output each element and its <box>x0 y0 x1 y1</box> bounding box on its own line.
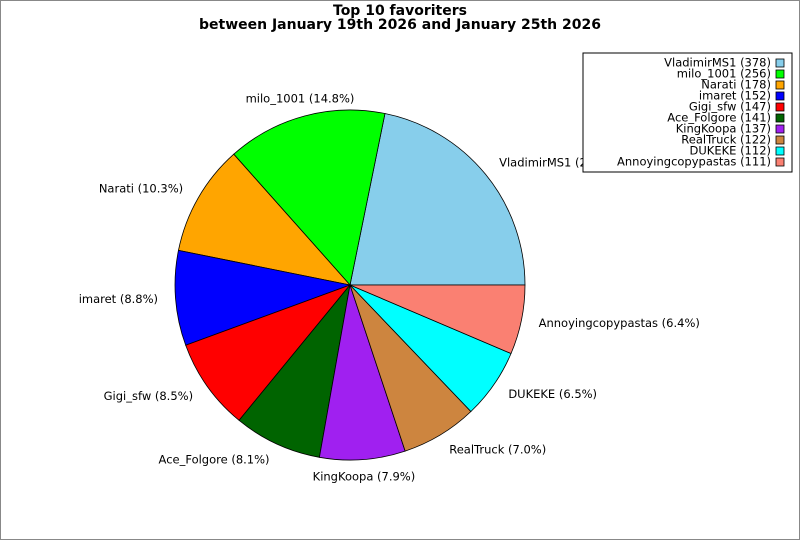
legend-swatch <box>775 146 785 156</box>
legend-label: Annoyingcopypastas (111) <box>617 155 771 169</box>
legend-label: Ace_Folgore (141) <box>667 111 771 125</box>
legend-label: VladimirMS1 (378) <box>664 56 771 70</box>
slice-label: Gigi_sfw (8.5%) <box>104 389 193 403</box>
slice-label: Annoyingcopypastas (6.4%) <box>539 316 700 330</box>
legend-box <box>582 52 793 173</box>
pie-slice <box>238 283 351 458</box>
slice-label: Ace_Folgore (8.1%) <box>159 452 270 466</box>
legend-swatch <box>775 124 785 134</box>
legend-swatch <box>775 157 785 167</box>
slice-label: KingKoopa (7.9%) <box>313 469 416 483</box>
pie-slice <box>177 153 352 286</box>
legend-label: KingKoopa (137) <box>676 122 771 136</box>
legend-label: Gigi_sfw (147) <box>689 100 771 114</box>
legend-label: DUKEKE (112) <box>690 144 771 158</box>
legend-swatch <box>775 113 785 123</box>
pie-slice <box>349 284 526 355</box>
chart-title: Top 10 favoriters <box>333 3 467 19</box>
slice-label: milo_1001 (14.8%) <box>246 92 355 106</box>
legend-label: imaret (152) <box>699 89 771 103</box>
legend-swatch <box>775 135 785 145</box>
slice-label: DUKEKE (6.5%) <box>508 387 597 401</box>
legend-swatch <box>775 69 785 79</box>
pie-slice <box>233 109 386 286</box>
legend-label: Narati (178) <box>701 78 771 92</box>
pie-slice <box>185 284 352 421</box>
slice-label: Narati (10.3%) <box>99 182 183 196</box>
slice-label: imaret (8.8%) <box>79 292 158 306</box>
legend-label: RealTruck (122) <box>681 133 771 147</box>
slice-label: RealTruck (7.0%) <box>449 442 546 456</box>
pie-slice <box>349 113 526 286</box>
pie-slice <box>174 249 352 346</box>
legend-swatch <box>775 80 785 90</box>
legend-label: milo_1001 (256) <box>677 67 771 81</box>
chart-subtitle: between January 19th 2026 and January 25… <box>199 17 601 33</box>
legend-swatch <box>775 58 785 68</box>
legend-swatch <box>775 102 785 112</box>
legend-swatch <box>775 91 785 101</box>
